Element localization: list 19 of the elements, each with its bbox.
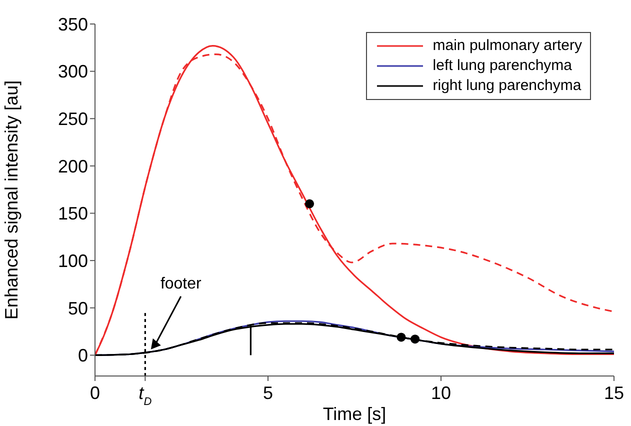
annotation: footer — [160, 275, 202, 292]
y-tick-label: 0 — [78, 346, 88, 366]
y-tick-label: 100 — [58, 250, 88, 271]
legend-label: right lung parenchyma — [432, 76, 582, 96]
x-tick-label: 15 — [604, 383, 624, 403]
x-tick-label: 5 — [262, 383, 274, 403]
x-tick-label: 10 — [430, 383, 452, 403]
y-tick-label: 200 — [58, 156, 88, 176]
legend-label: left lung parenchyma — [432, 56, 572, 76]
y-axis-title: Enhanced signal intensity [au] — [1, 80, 22, 320]
x-axis-title: Time [s] — [322, 404, 386, 424]
y-tick-label: 50 — [68, 298, 88, 318]
x-tick-label: 0 — [90, 383, 100, 403]
x-tick-label: t$_{D}$ — [138, 383, 152, 408]
y-tick-label: 300 — [58, 62, 88, 82]
y-tick-label: 350 — [58, 14, 88, 34]
y-tick-label: 250 — [58, 109, 88, 130]
y-tick-label: 150 — [58, 204, 88, 224]
legend-label: main pulmonary artery — [432, 36, 582, 56]
